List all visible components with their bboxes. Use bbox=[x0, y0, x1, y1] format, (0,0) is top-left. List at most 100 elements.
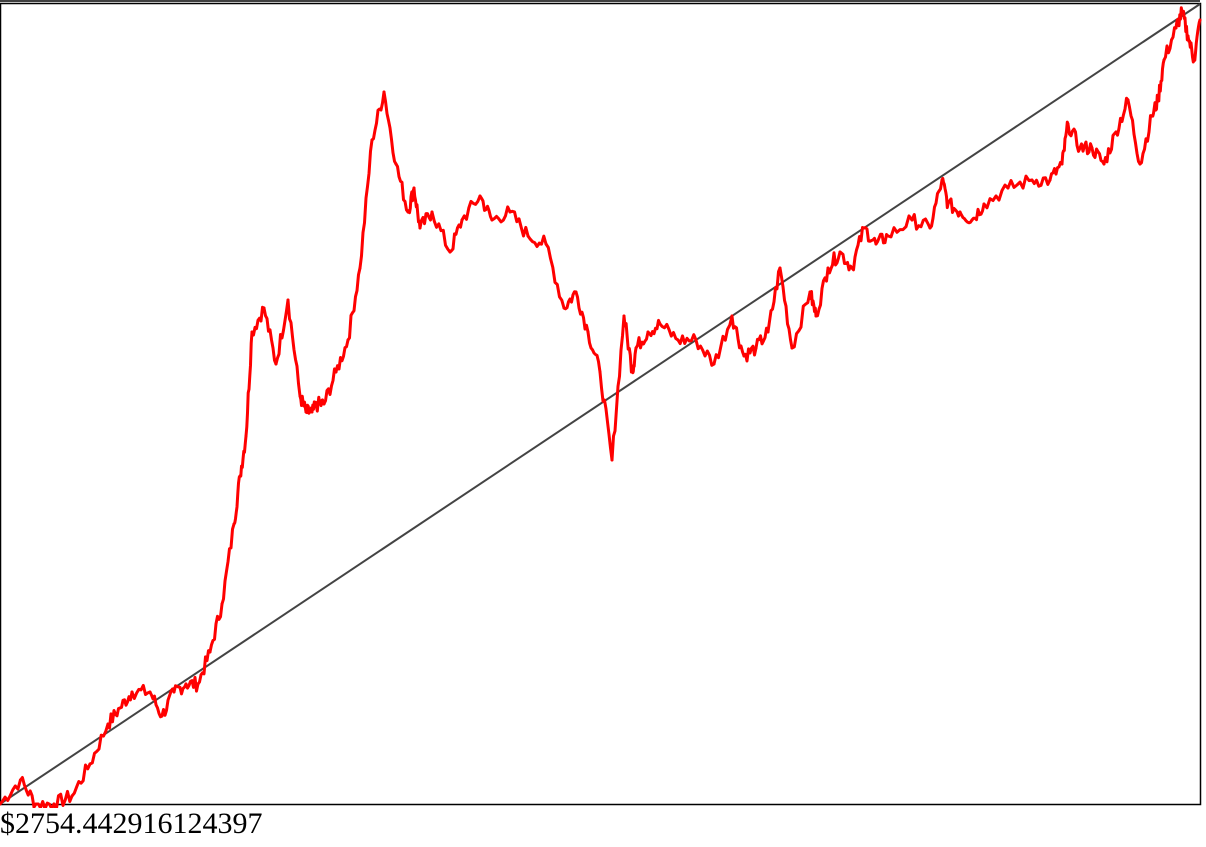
price-point bbox=[346, 338, 350, 342]
price-point bbox=[382, 90, 386, 94]
price-point bbox=[838, 250, 842, 254]
price-point bbox=[1126, 98, 1130, 102]
price-point bbox=[970, 218, 974, 222]
price-point bbox=[1060, 162, 1064, 166]
price-point bbox=[508, 210, 512, 214]
price-point bbox=[106, 722, 110, 726]
price-point bbox=[322, 402, 326, 406]
price-point bbox=[874, 242, 878, 246]
price-point bbox=[730, 314, 734, 318]
price-point bbox=[460, 218, 464, 222]
price-point bbox=[658, 322, 662, 326]
trend-line bbox=[0, 3, 1201, 805]
price-point bbox=[490, 218, 494, 222]
plot-frame bbox=[0, 2, 1202, 806]
price-point bbox=[622, 314, 626, 318]
price-point bbox=[910, 218, 914, 222]
price-point bbox=[196, 682, 200, 686]
price-point bbox=[814, 314, 818, 318]
price-point bbox=[1156, 98, 1160, 102]
price-point bbox=[712, 362, 716, 366]
price-point bbox=[262, 306, 266, 310]
price-point bbox=[286, 298, 290, 302]
price-point bbox=[1192, 58, 1196, 62]
price-point bbox=[928, 226, 932, 230]
price-point bbox=[1048, 178, 1052, 182]
price-point bbox=[70, 794, 74, 798]
price-point bbox=[754, 346, 758, 350]
price-point bbox=[598, 370, 602, 374]
price-point bbox=[478, 194, 482, 198]
price-point bbox=[274, 362, 278, 366]
price-point bbox=[1006, 186, 1010, 190]
price-point bbox=[304, 410, 308, 414]
price-point bbox=[766, 330, 770, 334]
price-point bbox=[1102, 162, 1106, 166]
price-point bbox=[118, 706, 122, 710]
price-point bbox=[742, 354, 746, 358]
price-point bbox=[430, 210, 434, 214]
price-point bbox=[526, 234, 530, 238]
price-chart bbox=[0, 0, 1202, 808]
price-point bbox=[946, 202, 950, 206]
price-point bbox=[1180, 10, 1184, 14]
price-point bbox=[1186, 34, 1190, 38]
price-series-line bbox=[0, 6, 1202, 808]
price-point bbox=[544, 242, 548, 246]
price-point bbox=[310, 410, 314, 414]
price-point bbox=[1090, 146, 1094, 150]
price-point bbox=[88, 762, 92, 766]
price-point bbox=[334, 370, 338, 374]
price-point bbox=[1174, 26, 1178, 30]
price-point bbox=[160, 714, 164, 718]
price-point bbox=[610, 458, 614, 462]
price-point bbox=[862, 226, 866, 230]
price-point bbox=[418, 226, 422, 230]
price-point bbox=[148, 690, 152, 694]
price-point bbox=[370, 138, 374, 142]
price-point bbox=[586, 330, 590, 334]
price-point bbox=[808, 290, 812, 294]
price-point bbox=[208, 650, 212, 654]
price-point bbox=[244, 434, 248, 438]
price-point bbox=[1198, 18, 1202, 22]
price-point bbox=[1150, 114, 1154, 118]
price-point bbox=[694, 338, 698, 342]
price-point bbox=[630, 370, 634, 374]
price-readout: $2754.442916124397 bbox=[0, 807, 263, 840]
price-point bbox=[958, 210, 962, 214]
price-point bbox=[982, 202, 986, 206]
price-point bbox=[676, 338, 680, 342]
price-point bbox=[406, 210, 410, 214]
price-point bbox=[1078, 146, 1082, 150]
price-point bbox=[1030, 178, 1034, 182]
price-point bbox=[0, 802, 2, 806]
price-point bbox=[574, 290, 578, 294]
price-point bbox=[940, 178, 944, 182]
price-point bbox=[412, 186, 416, 190]
price-point bbox=[850, 266, 854, 270]
price-point bbox=[18, 778, 22, 782]
price-point bbox=[886, 234, 890, 238]
price-point bbox=[394, 162, 398, 166]
price-point bbox=[298, 394, 302, 398]
price-point bbox=[646, 330, 650, 334]
price-point bbox=[634, 346, 638, 350]
price-point bbox=[358, 266, 362, 270]
price-point bbox=[238, 474, 242, 478]
price-point bbox=[1066, 122, 1070, 126]
price-point bbox=[778, 266, 782, 270]
price-point bbox=[826, 266, 830, 270]
price-point bbox=[172, 690, 176, 694]
price-point bbox=[250, 330, 254, 334]
price-point bbox=[790, 346, 794, 350]
price-point bbox=[448, 250, 452, 254]
price-point bbox=[1138, 162, 1142, 166]
price-point bbox=[52, 802, 56, 806]
price-point bbox=[220, 602, 224, 606]
chart-canvas bbox=[0, 0, 1202, 808]
price-point bbox=[316, 402, 320, 406]
price-point bbox=[562, 306, 566, 310]
price-point bbox=[130, 690, 134, 694]
price-point bbox=[232, 522, 236, 526]
